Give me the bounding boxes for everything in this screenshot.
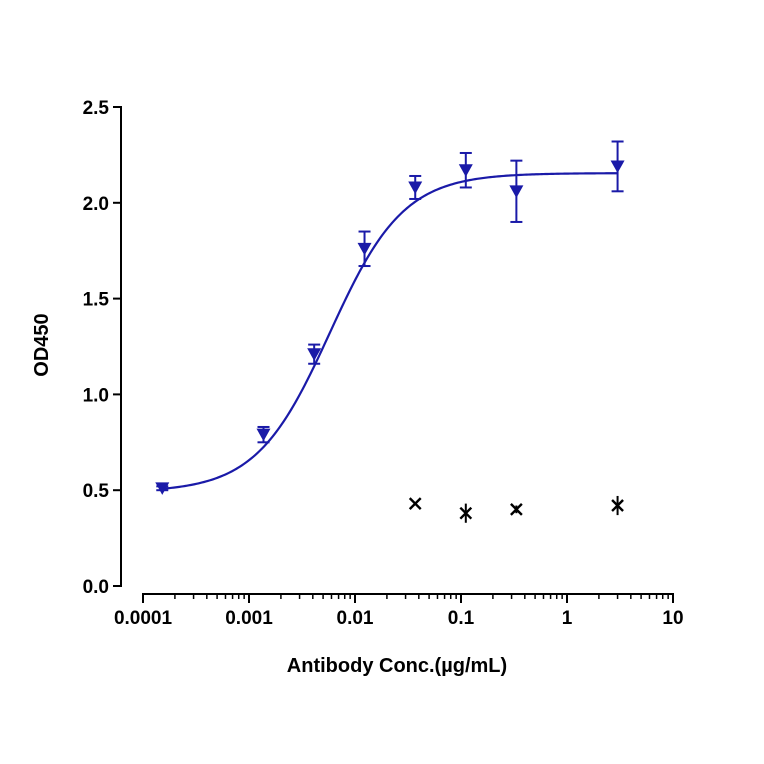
fit-curve (162, 172, 618, 490)
axes: 0.0 0.5 1.0 1.5 2.0 2.5 0.0001 0.001 0.01 0.1 1 10 (83, 98, 684, 629)
triangle-marker (408, 181, 423, 195)
cross-marker (611, 499, 624, 512)
y-tick-label: 0.5 (83, 481, 110, 502)
y-tick-label: 1.5 (83, 290, 110, 311)
cross-point (510, 503, 523, 516)
cross-point (408, 497, 422, 510)
triangle-marker (256, 428, 271, 442)
triangle-point (155, 482, 170, 495)
triangle-marker (307, 348, 322, 361)
y-tick-label: 1.0 (83, 385, 109, 406)
cross-marker (459, 506, 473, 520)
cross-marker (510, 503, 523, 516)
triangle-point (458, 151, 473, 189)
x-axis-title: Antibody Conc.(µg/mL) (287, 655, 507, 677)
y-tick-label: 0.0 (83, 577, 109, 598)
y-tick-label: 2.5 (83, 98, 110, 119)
triangle-point (509, 159, 524, 223)
triangle-point (610, 140, 625, 193)
x-tick-label: 0.1 (448, 608, 475, 629)
x-tick-label: 10 (662, 608, 683, 629)
x-tick-label: 0.001 (225, 608, 273, 629)
fit-curve-layer (162, 172, 618, 490)
triangle-point (408, 174, 423, 200)
triangle-marker (357, 242, 372, 256)
y-tick-label: 2.0 (83, 194, 109, 215)
triangle-marker (509, 185, 524, 198)
triangle-marker (610, 160, 625, 174)
cross-point (611, 495, 624, 516)
triangle-marker (155, 482, 170, 495)
cross-point (459, 503, 473, 523)
data-points-layer (155, 140, 625, 523)
x-tick-label: 1 (562, 608, 573, 629)
x-tick-label: 0.01 (337, 608, 374, 629)
triangle-marker (458, 164, 473, 177)
triangle-point (357, 230, 372, 268)
triangle-point (307, 343, 322, 365)
x-tick-label: 0.0001 (114, 608, 173, 629)
y-axis-title: OD450 (31, 313, 53, 376)
cross-marker (408, 497, 422, 510)
triangle-point (256, 425, 271, 444)
